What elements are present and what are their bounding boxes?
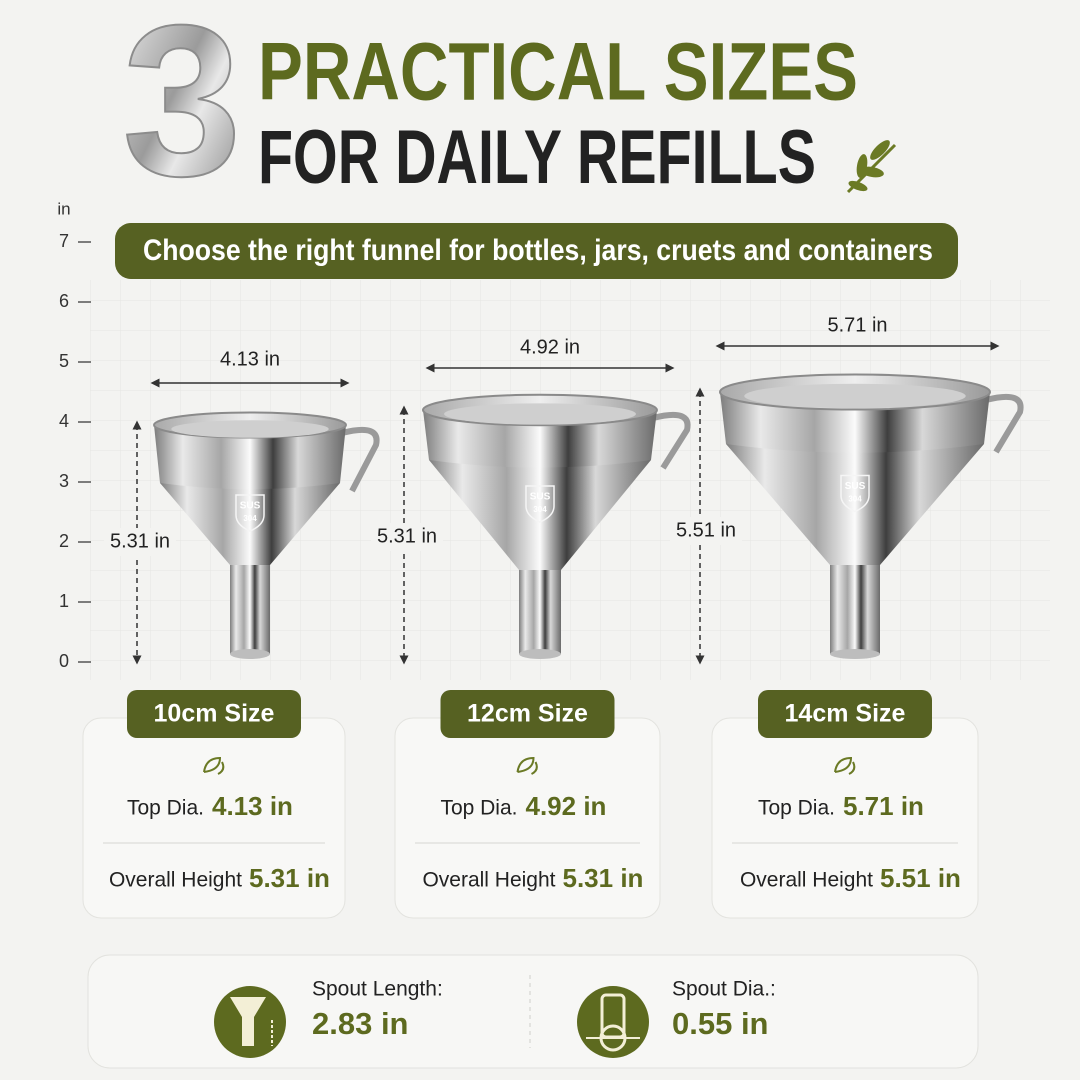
leaf-icon-part xyxy=(848,180,868,192)
cards: 10cm Size Top Dia. 4.13 in Overall Height 5.… xyxy=(82,690,979,919)
height-label: Overall Height xyxy=(109,869,242,892)
subtitle: Choose the right funnel for bottles, jar… xyxy=(143,234,933,267)
scale-tick-label: 6 xyxy=(59,291,69,311)
funnel-spout-end xyxy=(830,649,880,659)
scale-tick-label: 2 xyxy=(59,531,69,551)
top-dia-value: 4.13 in xyxy=(212,791,293,821)
funnel-collar xyxy=(154,425,346,490)
height-label-bg xyxy=(104,528,176,556)
height-label: Overall Height xyxy=(740,869,873,892)
big-number: 3 xyxy=(122,0,242,221)
height-label-bg xyxy=(670,517,742,545)
spout-length-icon-part xyxy=(230,997,266,1046)
size-pill xyxy=(127,690,301,738)
height-label-bg xyxy=(371,523,443,551)
size-card: 10cm Size Top Dia. 4.13 in Overall Height 5.… xyxy=(82,690,346,919)
funnel-collar xyxy=(423,410,657,468)
funnel-handle xyxy=(652,412,691,470)
funnel-opening xyxy=(444,403,636,425)
leaf-icon xyxy=(846,140,897,194)
width-label: 5.71 in xyxy=(827,314,887,336)
funnel-handle xyxy=(341,427,380,493)
badge-shield xyxy=(235,494,265,532)
leaf-icon-part xyxy=(856,154,868,178)
size-title: 14cm Size xyxy=(785,700,906,728)
scale: 0 1 2 3 4 5 6 7 xyxy=(59,231,91,671)
top-dia-value: 5.71 in xyxy=(843,791,924,821)
badge-text: SUS xyxy=(845,481,866,492)
funnel-cone xyxy=(160,483,340,565)
badge-text: SUS xyxy=(240,501,261,512)
scale-tick-label: 0 xyxy=(59,651,69,671)
height-label: Overall Height xyxy=(422,869,555,892)
funnel-opening xyxy=(171,420,329,438)
funnel-cone xyxy=(429,460,651,570)
funnel-opening xyxy=(744,383,966,409)
height-label: 5.31 in xyxy=(377,525,437,547)
badge-text: 304 xyxy=(243,514,257,523)
spout-label: Spout Dia.: xyxy=(672,978,776,1001)
badge-text: 304 xyxy=(848,495,862,504)
card-leaf xyxy=(203,756,225,775)
spout-length-icon xyxy=(214,986,286,1058)
funnel-spout-end xyxy=(519,649,561,659)
scale-tick-label: 3 xyxy=(59,471,69,491)
funnel-cone xyxy=(726,444,984,565)
badge-shield xyxy=(840,474,870,513)
top-dia-label: Top Dia. xyxy=(440,797,517,820)
size-pill xyxy=(758,690,932,738)
scale-tick-label: 1 xyxy=(59,591,69,611)
headline-line2: FOR DAILY REFILLS xyxy=(258,115,816,200)
size-card: 12cm Size Top Dia. 4.92 in Overall Height 5.… xyxy=(394,690,661,919)
spout-value: 2.83 in xyxy=(312,1006,409,1041)
spout-label: Spout Length: xyxy=(312,978,443,1001)
width-label: 4.13 in xyxy=(220,348,280,370)
size-card: 14cm Size Top Dia. 5.71 in Overall Height 5.… xyxy=(711,690,979,919)
scale-tick-label: 4 xyxy=(59,411,69,431)
badge-shield xyxy=(525,485,555,523)
height-value: 5.31 in xyxy=(249,863,330,893)
funnel: SUS 304 5.71 in 5.51 in xyxy=(670,314,1024,665)
height-value: 5.31 in xyxy=(563,863,644,893)
spout-dia-icon xyxy=(577,986,649,1058)
scale-tick-label: 5 xyxy=(59,351,69,371)
funnel-handle xyxy=(985,394,1024,454)
spout-dia-icon-part xyxy=(577,986,649,1058)
scale-tick-label: 7 xyxy=(59,231,69,251)
card-leaf xyxy=(516,756,538,775)
badge-text: SUS xyxy=(530,492,551,503)
scale-unit: in xyxy=(57,199,70,218)
leaf-icon-part xyxy=(870,140,890,160)
card-leaf xyxy=(834,756,856,775)
size-pill xyxy=(440,690,615,738)
headline-line1: PRACTICAL SIZES xyxy=(258,27,858,118)
spout-bar xyxy=(87,954,979,1069)
height-label: 5.51 in xyxy=(676,519,736,541)
funnel-spout-end xyxy=(230,649,270,659)
subtitle-band xyxy=(115,223,958,279)
size-title: 10cm Size xyxy=(154,700,275,728)
height-label: 5.31 in xyxy=(110,530,170,552)
width-label: 4.92 in xyxy=(520,336,580,358)
top-dia-value: 4.92 in xyxy=(526,791,607,821)
funnels: SUS 304 4.13 in 5.31 in SUS 304 4.92 in 5.31 in… xyxy=(104,314,1024,665)
badge-text: 304 xyxy=(533,505,547,514)
top-dia-label: Top Dia. xyxy=(127,797,204,820)
top-dia-label: Top Dia. xyxy=(758,797,835,820)
funnel: SUS 304 4.13 in 5.31 in xyxy=(104,348,380,665)
height-value: 5.51 in xyxy=(880,863,961,893)
size-title: 12cm Size xyxy=(467,700,588,728)
funnel: SUS 304 4.92 in 5.31 in xyxy=(371,336,691,665)
spout-value: 0.55 in xyxy=(672,1006,769,1041)
